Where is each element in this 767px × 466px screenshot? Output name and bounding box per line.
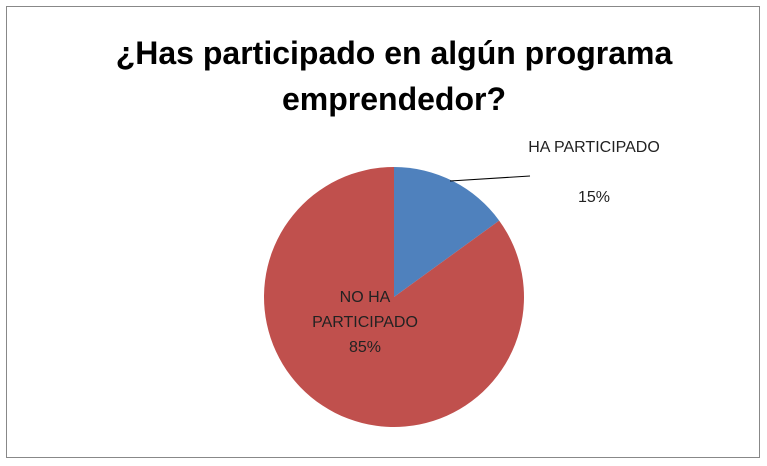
pie-slice — [394, 167, 500, 297]
slice-label: HA PARTICIPADO — [528, 139, 660, 156]
chart-title: ¿Has participado en algún programa empre… — [115, 35, 673, 117]
pie-slice — [264, 167, 524, 427]
leader-line — [449, 175, 531, 182]
slice-label: NO HA PARTICIPADO — [312, 289, 418, 331]
slice-value: 15% — [577, 189, 611, 206]
slice-value: 85% — [348, 339, 382, 356]
chart-frame — [6, 6, 760, 458]
